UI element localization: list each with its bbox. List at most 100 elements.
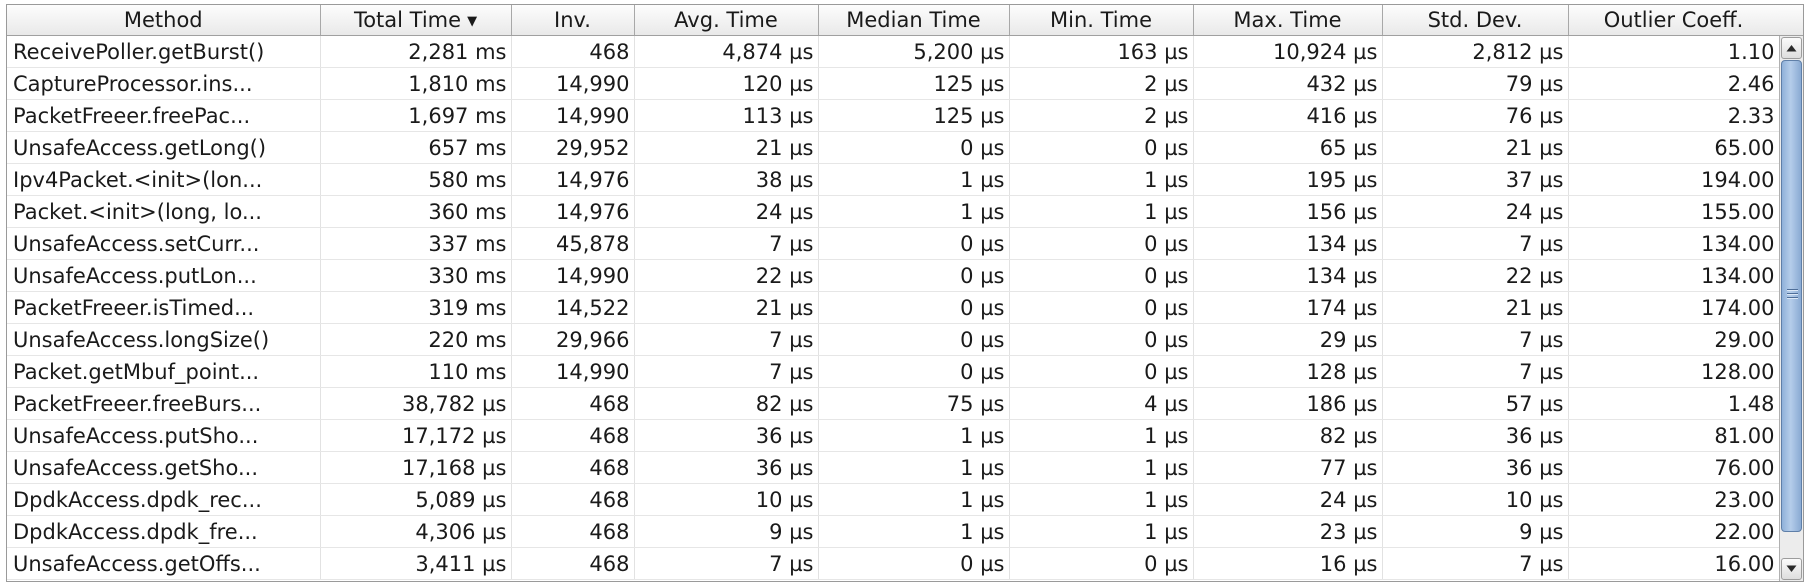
table-row[interactable]: PacketFreeer.freePac... 1,697 ms 14,990 113… [7,99,1780,132]
caret-down-icon: ▼ [467,14,478,29]
value-cell: 14,990 [511,99,635,132]
value-cell: 2.46 [1568,67,1780,100]
column-header-max-time[interactable]: Max. Time [1193,5,1383,36]
value-cell: 7 µs [634,323,819,356]
value-cell: 195 µs [1193,163,1383,196]
value-cell: 128 µs [1193,355,1383,388]
value-cell: 0 µs [818,291,1010,324]
column-header-outlier-coeff[interactable]: Outlier Coeff. [1568,5,1780,36]
column-header-median-time[interactable]: Median Time [818,5,1010,36]
table-row[interactable]: UnsafeAccess.getLong() 657 ms 29,952 21 µs 0… [7,131,1780,164]
value-cell: 1 µs [818,195,1010,228]
value-cell: 23.00 [1568,483,1780,516]
method-name-cell: CaptureProcessor.ins... [7,67,321,100]
column-header-std-dev[interactable]: Std. Dev. [1382,5,1569,36]
table-row[interactable]: DpdkAccess.dpdk_fre... 4,306 µs 468 9 µs 1 µ… [7,515,1780,548]
value-cell: 77 µs [1193,451,1383,484]
value-cell: 23 µs [1193,515,1383,548]
value-cell: 1 µs [1009,515,1194,548]
column-header-label: Inv. [554,8,591,32]
column-header-method[interactable]: Method [7,5,321,36]
value-cell: 134.00 [1568,259,1780,292]
method-name-cell: UnsafeAccess.putLon... [7,259,321,292]
value-cell: 22.00 [1568,515,1780,548]
value-cell: 110 ms [320,355,512,388]
value-cell: 416 µs [1193,99,1383,132]
method-name-cell: UnsafeAccess.getOffs... [7,547,321,580]
column-header-avg-time[interactable]: Avg. Time [634,5,819,36]
value-cell: 0 µs [1009,323,1194,356]
value-cell: 319 ms [320,291,512,324]
table-row[interactable]: UnsafeAccess.getOffs... 3,411 µs 468 7 µs 0 … [7,547,1780,580]
value-cell: 14,522 [511,291,635,324]
value-cell: 0 µs [1009,227,1194,260]
value-cell: 7 µs [1382,323,1569,356]
value-cell: 1 µs [1009,419,1194,452]
value-cell: 468 [511,483,635,516]
table-row[interactable]: Packet.<init>(long, lo... 360 ms 14,976 24 … [7,195,1780,228]
value-cell: 1 µs [1009,483,1194,516]
value-cell: 1 µs [818,419,1010,452]
value-cell: 432 µs [1193,67,1383,100]
value-cell: 81.00 [1568,419,1780,452]
value-cell: 1 µs [818,163,1010,196]
value-cell: 580 ms [320,163,512,196]
value-cell: 0 µs [818,227,1010,260]
value-cell: 16.00 [1568,547,1780,580]
vertical-scrollbar[interactable] [1779,36,1803,581]
method-name-cell: UnsafeAccess.longSize() [7,323,321,356]
table-row[interactable]: PacketFreeer.isTimed... 319 ms 14,522 21 µs… [7,291,1780,324]
value-cell: 65.00 [1568,131,1780,164]
value-cell: 128.00 [1568,355,1780,388]
scrollbar-thumb[interactable] [1781,60,1802,532]
value-cell: 5,089 µs [320,483,512,516]
value-cell: 82 µs [634,387,819,420]
table-row[interactable]: CaptureProcessor.ins... 1,810 ms 14,990 120… [7,67,1780,100]
value-cell: 113 µs [634,99,819,132]
table-row[interactable]: ReceivePoller.getBurst() 2,281 ms 468 4,874… [7,35,1780,68]
value-cell: 21 µs [1382,131,1569,164]
column-header-min-time[interactable]: Min. Time [1009,5,1194,36]
table-row[interactable]: UnsafeAccess.longSize() 220 ms 29,966 7 µs 0… [7,323,1780,356]
table-row[interactable]: UnsafeAccess.putLon... 330 ms 14,990 22 µs 0… [7,259,1780,292]
value-cell: 0 µs [818,323,1010,356]
value-cell: 17,172 µs [320,419,512,452]
column-header-total-time[interactable]: Total Time ▼ [320,5,512,36]
value-cell: 5,200 µs [818,35,1010,68]
arrow-down-icon[interactable] [1781,558,1802,580]
column-header-label: Total Time [353,8,462,32]
value-cell: 36 µs [1382,451,1569,484]
table-row[interactable]: Packet.getMbuf_point... 110 ms 14,990 7 µs 0… [7,355,1780,388]
value-cell: 10 µs [1382,483,1569,516]
table-row[interactable]: UnsafeAccess.putSho... 17,172 µs 468 36 µs 1… [7,419,1780,452]
value-cell: 2,281 ms [320,35,512,68]
column-header-label: Outlier Coeff. [1603,8,1744,32]
value-cell: 0 µs [818,547,1010,580]
method-name-cell: UnsafeAccess.setCurr... [7,227,321,260]
value-cell: 14,990 [511,355,635,388]
value-cell: 65 µs [1193,131,1383,164]
value-cell: 1 µs [818,483,1010,516]
value-cell: 1,697 ms [320,99,512,132]
value-cell: 657 ms [320,131,512,164]
value-cell: 24 µs [1193,483,1383,516]
value-cell: 7 µs [1382,355,1569,388]
value-cell: 155.00 [1568,195,1780,228]
table-row[interactable]: Ipv4Packet.<init>(lon... 580 ms 14,976 38 µ… [7,163,1780,196]
table-row[interactable]: PacketFreeer.freeBurs... 38,782 µs 468 82 µ… [7,387,1780,420]
table-row[interactable]: UnsafeAccess.setCurr... 337 ms 45,878 7 µs 0… [7,227,1780,260]
value-cell: 7 µs [634,547,819,580]
value-cell: 29,966 [511,323,635,356]
value-cell: 3,411 µs [320,547,512,580]
table-row[interactable]: DpdkAccess.dpdk_rec... 5,089 µs 468 10 µs 1 … [7,483,1780,516]
value-cell: 0 µs [818,355,1010,388]
arrow-up-icon[interactable] [1781,37,1802,59]
value-cell: 2,812 µs [1382,35,1569,68]
column-header-inv[interactable]: Inv. [511,5,635,36]
value-cell: 29,952 [511,131,635,164]
method-name-cell: Packet.getMbuf_point... [7,355,321,388]
value-cell: 17,168 µs [320,451,512,484]
column-header-label: Median Time [846,8,981,32]
table-row[interactable]: UnsafeAccess.getSho... 17,168 µs 468 36 µs 1… [7,451,1780,484]
value-cell: 24 µs [1382,195,1569,228]
